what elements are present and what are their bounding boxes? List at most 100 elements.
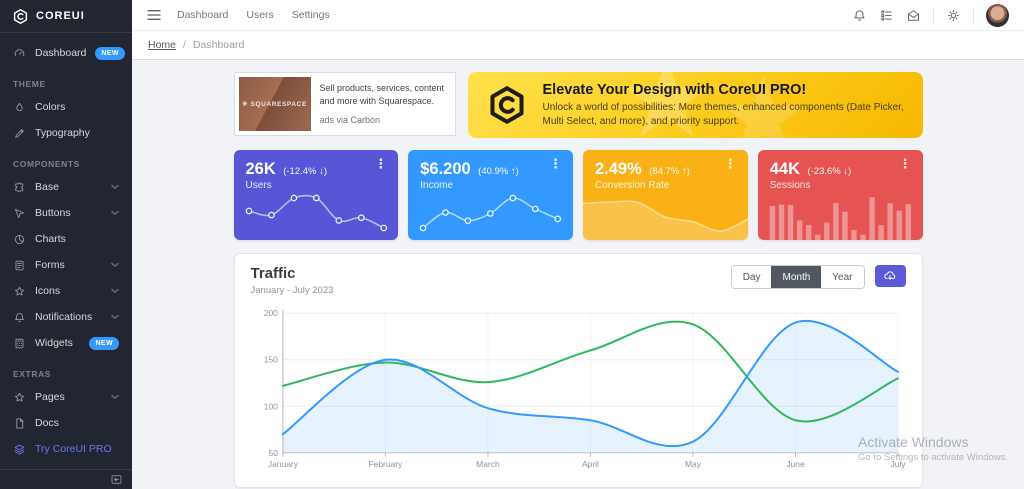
nav-link-dashboard[interactable]: Dashboard bbox=[177, 9, 229, 21]
sidebar-item-base[interactable]: Base bbox=[0, 174, 132, 200]
svg-text:150: 150 bbox=[263, 355, 277, 365]
download-button[interactable] bbox=[874, 265, 906, 287]
traffic-chart: January February March April May June July 50 10… bbox=[263, 308, 906, 469]
sidebar-toggle-button[interactable] bbox=[147, 9, 161, 21]
sidebar-item-try-coreui-pro[interactable]: Try CoreUI PRO bbox=[0, 436, 132, 462]
ad-text-block: Sell products, services, content and mor… bbox=[320, 77, 451, 131]
file-icon bbox=[16, 417, 24, 429]
svg-text:200: 200 bbox=[263, 308, 277, 318]
sidebar: COREUI Dashboard NEW THEME Colors Typogr… bbox=[0, 0, 132, 489]
stat-delta: (-12.4% ↓) bbox=[283, 166, 328, 177]
kebab-menu-icon[interactable]: ⋮ bbox=[898, 156, 912, 171]
calculator-icon bbox=[15, 338, 24, 348]
nav-link-users[interactable]: Users bbox=[246, 9, 274, 21]
bell-icon[interactable] bbox=[852, 8, 867, 23]
breadcrumb-home-link[interactable]: Home bbox=[148, 39, 177, 51]
range-button-group: Day Month Year bbox=[730, 265, 865, 289]
sidebar-item-label: Widgets bbox=[35, 337, 73, 349]
banner-row: ❋ SQUARESPACE Sell products, services, c… bbox=[233, 72, 923, 138]
new-badge: NEW bbox=[89, 336, 119, 350]
carbon-ad[interactable]: ❋ SQUARESPACE Sell products, services, c… bbox=[233, 72, 456, 136]
drop-icon bbox=[16, 102, 23, 111]
nav-link-settings[interactable]: Settings bbox=[291, 9, 330, 21]
kebab-menu-icon[interactable]: ⋮ bbox=[723, 156, 737, 171]
svg-text:April: April bbox=[581, 459, 598, 469]
sidebar-item-pages[interactable]: Pages bbox=[0, 384, 132, 410]
stat-value: 2.49% bbox=[595, 160, 642, 178]
sidebar-nav: Dashboard NEW THEME Colors Typography CO… bbox=[0, 33, 132, 469]
ad-attribution: ads via Carbon bbox=[319, 115, 381, 126]
chevron-down-icon bbox=[111, 210, 119, 215]
range-button-year[interactable]: Year bbox=[821, 266, 864, 288]
sidebar-minimizer-icon[interactable] bbox=[111, 474, 122, 485]
sidebar-item-label: Icons bbox=[35, 285, 61, 297]
stat-card-income: ⋮ $6.200 (40.9% ↑) Income bbox=[408, 150, 573, 240]
sidebar-item-forms[interactable]: Forms bbox=[0, 252, 132, 278]
sidebar-item-colors[interactable]: Colors bbox=[0, 94, 132, 120]
sidebar-footer bbox=[0, 469, 132, 489]
sidebar-item-buttons[interactable]: Buttons bbox=[0, 200, 132, 226]
brand-name: COREUI bbox=[36, 10, 85, 22]
traffic-title: Traffic bbox=[250, 265, 296, 282]
traffic-subtitle: January - July 2023 bbox=[250, 285, 334, 296]
traffic-title-block: Traffic January - July 2023 bbox=[251, 265, 334, 296]
sidebar-item-charts[interactable]: Charts bbox=[0, 226, 132, 252]
pencil-icon bbox=[15, 128, 24, 138]
sidebar-item-widgets[interactable]: Widgets NEW bbox=[0, 330, 132, 356]
chevron-down-icon bbox=[111, 314, 119, 319]
stat-delta: (40.9% ↑) bbox=[478, 166, 519, 177]
sidebar-item-label: Base bbox=[35, 181, 59, 193]
svg-text:100: 100 bbox=[263, 401, 277, 411]
speedometer-icon bbox=[14, 48, 25, 56]
breadcrumb: Home / Dashboard bbox=[132, 31, 1024, 60]
avatar[interactable] bbox=[986, 3, 1009, 27]
stat-value: 26K bbox=[245, 160, 276, 178]
stat-card-conversion-rate: ⋮ 2.49% (84.7% ↑) Conversion Rate bbox=[583, 150, 748, 240]
star-icon bbox=[15, 286, 24, 295]
sidebar-item-notifications[interactable]: Notifications bbox=[0, 304, 132, 330]
stat-value: $6.200 bbox=[420, 160, 471, 178]
brand[interactable]: COREUI bbox=[0, 0, 132, 33]
header: Dashboard Users Settings bbox=[132, 0, 1024, 31]
divider bbox=[933, 7, 934, 23]
sidebar-item-label: Colors bbox=[35, 101, 66, 113]
stat-value: 44K bbox=[769, 160, 801, 178]
chevron-down-icon bbox=[111, 288, 119, 293]
task-list-icon[interactable] bbox=[879, 8, 894, 23]
ad-copy: Sell products, services, content and mor… bbox=[319, 83, 445, 106]
sidebar-item-label: Charts bbox=[35, 233, 66, 245]
divider bbox=[973, 7, 974, 23]
cursor-icon bbox=[15, 208, 24, 218]
kebab-menu-icon[interactable]: ⋮ bbox=[549, 156, 562, 171]
svg-text:February: February bbox=[368, 459, 403, 469]
page-content: ❋ SQUARESPACE Sell products, services, c… bbox=[132, 60, 1024, 489]
income-sparkline-chart bbox=[419, 194, 562, 232]
sidebar-item-label: Notifications bbox=[35, 311, 93, 323]
svg-text:July: July bbox=[890, 459, 906, 469]
coreui-pro-banner[interactable]: ★ ★ Elevate Your Design with CoreUI PRO!… bbox=[467, 72, 923, 138]
users-sparkline-chart bbox=[245, 194, 387, 232]
sidebar-item-dashboard[interactable]: Dashboard NEW bbox=[0, 40, 132, 66]
svg-text:June: June bbox=[786, 459, 805, 469]
range-button-month[interactable]: Month bbox=[771, 266, 822, 288]
coreui-logo-icon bbox=[489, 86, 524, 124]
coreui-logo-icon bbox=[13, 8, 28, 24]
sidebar-section-components: COMPONENTS bbox=[13, 159, 80, 169]
stat-value-row: 2.49% (84.7% ↑) bbox=[595, 160, 736, 179]
sidebar-item-label: Typography bbox=[35, 127, 90, 139]
stats-row: ⋮ 26K (-12.4% ↓) Users ⋮ $6.200 (40.9% ↑… bbox=[233, 150, 923, 240]
layers-icon bbox=[14, 444, 25, 455]
stat-delta: (84.7% ↑) bbox=[649, 166, 690, 177]
stat-card-users: ⋮ 26K (-12.4% ↓) Users bbox=[233, 150, 399, 240]
svg-text:March: March bbox=[476, 459, 500, 469]
chevron-down-icon bbox=[111, 184, 119, 189]
sidebar-item-docs[interactable]: Docs bbox=[0, 410, 132, 436]
envelope-open-icon[interactable] bbox=[906, 8, 921, 23]
kebab-menu-icon[interactable]: ⋮ bbox=[374, 156, 388, 171]
main-area: Dashboard Users Settings Home / Dashboar… bbox=[132, 0, 1024, 489]
stat-value-row: 26K (-12.4% ↓) bbox=[246, 160, 387, 179]
sidebar-item-typography[interactable]: Typography bbox=[0, 120, 132, 146]
sun-icon[interactable] bbox=[946, 8, 961, 23]
sidebar-item-icons[interactable]: Icons bbox=[0, 278, 132, 304]
range-button-day[interactable]: Day bbox=[731, 266, 772, 288]
